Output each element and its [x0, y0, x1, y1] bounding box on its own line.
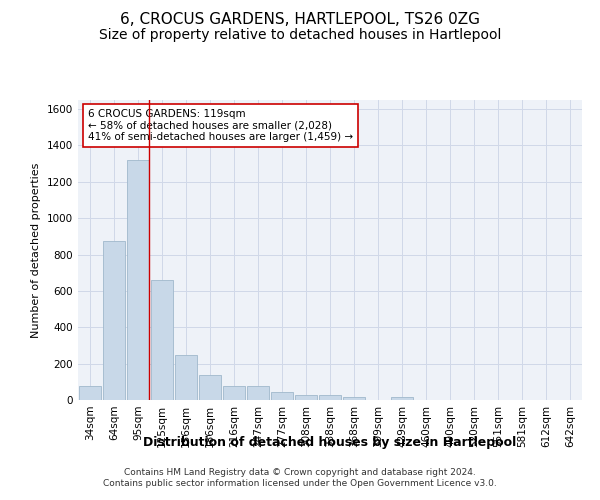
Bar [319, 396, 341, 400]
Bar [199, 374, 221, 400]
Bar [391, 398, 413, 400]
Y-axis label: Number of detached properties: Number of detached properties [31, 162, 41, 338]
Text: Contains public sector information licensed under the Open Government Licence v3: Contains public sector information licen… [103, 480, 497, 488]
Bar [103, 241, 125, 400]
Bar [271, 392, 293, 400]
Text: 6, CROCUS GARDENS, HARTLEPOOL, TS26 0ZG: 6, CROCUS GARDENS, HARTLEPOOL, TS26 0ZG [120, 12, 480, 28]
Bar [175, 356, 197, 400]
Bar [247, 386, 269, 400]
Bar [295, 396, 317, 400]
Text: Distribution of detached houses by size in Hartlepool: Distribution of detached houses by size … [143, 436, 517, 449]
Text: Contains HM Land Registry data © Crown copyright and database right 2024.: Contains HM Land Registry data © Crown c… [124, 468, 476, 477]
Text: Size of property relative to detached houses in Hartlepool: Size of property relative to detached ho… [99, 28, 501, 42]
Bar [127, 160, 149, 400]
Bar [79, 386, 101, 400]
Bar [223, 386, 245, 400]
Bar [343, 398, 365, 400]
Text: 6 CROCUS GARDENS: 119sqm
← 58% of detached houses are smaller (2,028)
41% of sem: 6 CROCUS GARDENS: 119sqm ← 58% of detach… [88, 109, 353, 142]
Bar [151, 280, 173, 400]
